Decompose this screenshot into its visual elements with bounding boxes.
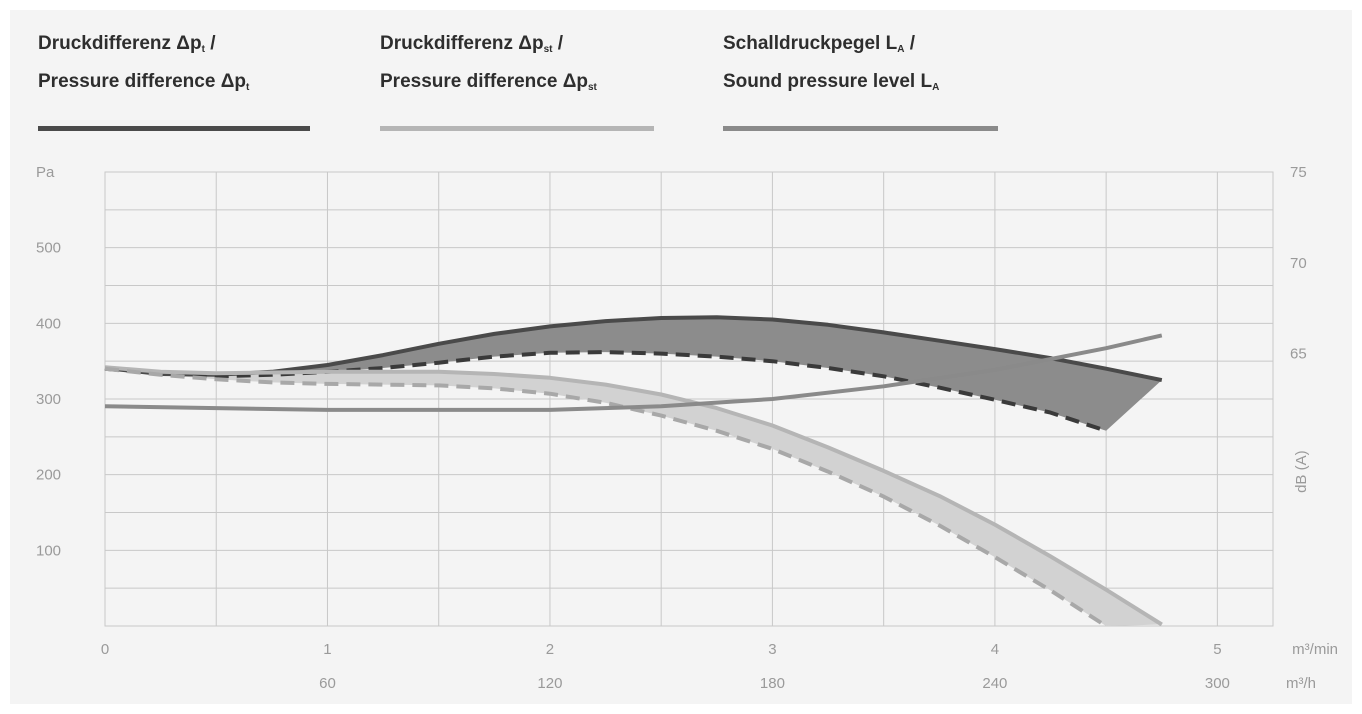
x-tick-label-min: 0 [101,641,109,658]
legend-swatch-pst [380,126,654,131]
x-tick-label-h: 300 [1205,675,1230,692]
legend-pst-line2: Pressure difference Δpst [380,71,597,93]
y-right-tick-label: 65 [1290,346,1307,363]
x-tick-label-min: 3 [768,641,776,658]
legend-swatch-pt [38,126,310,131]
x-tick-label-min: 1 [323,641,331,658]
x-tick-label-min: 4 [991,641,999,658]
series-line-1 [104,350,1107,433]
series-line-4 [104,333,1163,412]
y-left-tick-label: 500 [36,240,61,257]
x-tick-label-h: 120 [537,675,562,692]
x-tick-label-min: 2 [546,641,554,658]
y-left-tick-label: 100 [36,542,61,559]
legend-pt-line2: Pressure difference Δpt [38,71,250,93]
band-area-0 [105,317,1162,431]
x-unit-min-label: m³/min [1292,641,1338,658]
series-line-3 [104,366,1108,628]
legend-item-pst: Druckdifferenz Δpst / Pressure differenc… [380,28,597,104]
legend-la-line1: Schalldruckpegel LA / [723,33,916,55]
series-line-2 [104,365,1163,627]
legend-item-la: Schalldruckpegel LA / Sound pressure lev… [723,28,939,104]
legend-item-pt: Druckdifferenz Δpt / Pressure difference… [38,28,249,104]
x-tick-label-h: 240 [982,675,1007,692]
x-tick-label-min: 5 [1213,641,1221,658]
y-left-tick-label: 300 [36,391,61,408]
y-left-tick-label: 200 [36,467,61,484]
y-right-tick-label: 75 [1290,164,1307,181]
x-tick-label-h: 180 [760,675,785,692]
legend-swatch-la [723,126,998,131]
legend-pst-line1: Druckdifferenz Δpst / [380,33,564,55]
y-left-axis-label: Pa [36,164,55,181]
y-right-axis-label: dB (A) [1293,450,1310,493]
legend-pt-line1: Druckdifferenz Δpt / [38,33,216,55]
x-unit-h-label: m³/h [1286,675,1316,692]
y-right-tick-label: 70 [1290,255,1307,272]
legend-la-line2: Sound pressure level LA [723,71,940,93]
y-left-tick-label: 400 [36,315,61,332]
x-tick-label-h: 60 [319,675,336,692]
